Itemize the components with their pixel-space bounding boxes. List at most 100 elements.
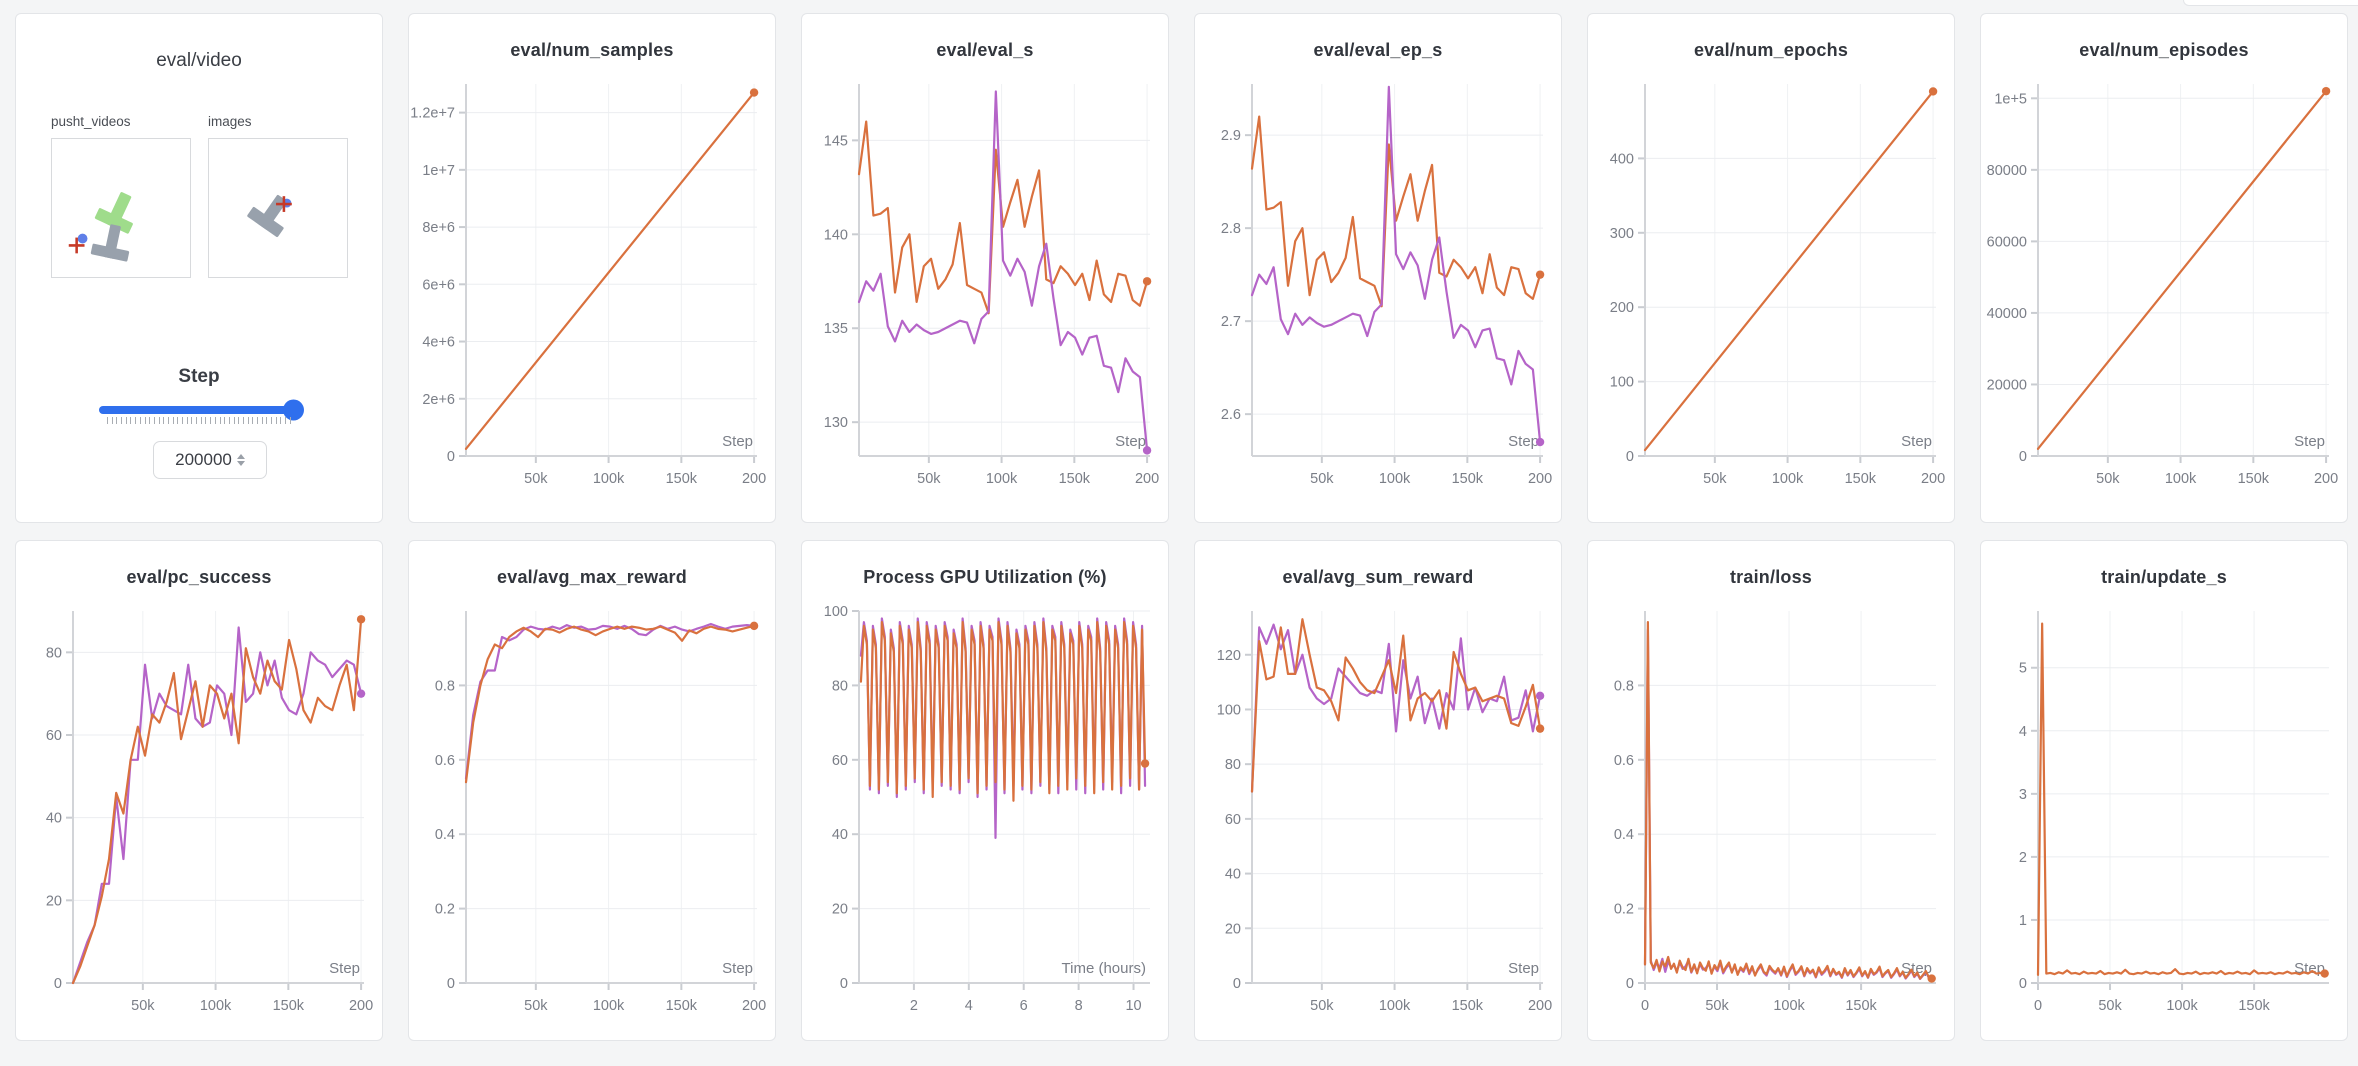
chart-canvas[interactable]: 50k 100k 150k 200 0 2e+6 4e+6 6e+6 8e+6 1e+7 1.2e+…	[409, 74, 775, 504]
chart-canvas[interactable]: 50k 100k 150k 200 0 0.2 0.4 0.6 0.8 Step	[409, 601, 775, 1031]
panel-eval-pc-success: eval/pc_success 50k 100k 150k 200 0 20 40 60 80 S…	[15, 540, 383, 1041]
chart-canvas[interactable]: 50k 100k 150k 200 130 135 140 145 Step	[802, 74, 1168, 504]
svg-text:200: 200	[349, 998, 373, 1014]
gray-t-shape	[90, 224, 130, 262]
svg-text:Step: Step	[2294, 433, 2325, 450]
svg-text:150k: 150k	[1452, 998, 1484, 1014]
chart-title: eval/eval_s	[936, 40, 1034, 60]
svg-text:40000: 40000	[1987, 306, 2027, 322]
chart-title: eval/pc_success	[126, 567, 272, 587]
chart-title: eval/num_epochs	[1693, 40, 1849, 60]
svg-text:50k: 50k	[1310, 998, 1334, 1014]
svg-text:5: 5	[2019, 661, 2027, 677]
svg-text:80: 80	[1225, 757, 1241, 773]
goal-cross-icon	[276, 196, 292, 212]
svg-text:0: 0	[54, 976, 62, 992]
svg-text:Step: Step	[329, 960, 360, 977]
video-panel-title: eval/video	[156, 50, 242, 71]
panel-eval-num-episodes: eval/num_episodes 50k 100k 150k 200 0 20000 40…	[1980, 13, 2348, 523]
svg-text:300: 300	[1610, 226, 1634, 242]
svg-text:4: 4	[2019, 724, 2027, 740]
svg-text:60: 60	[1225, 812, 1241, 828]
chart-title: Process GPU Utilization (%)	[863, 567, 1107, 587]
svg-text:50k: 50k	[1705, 998, 1729, 1014]
dashboard-grid: eval/video pusht_videos images	[15, 13, 2348, 1041]
panel-eval-video: eval/video pusht_videos images	[15, 13, 383, 523]
svg-text:140: 140	[824, 227, 848, 243]
svg-text:50k: 50k	[917, 471, 941, 487]
svg-text:80: 80	[46, 645, 62, 661]
svg-text:20: 20	[1225, 921, 1241, 937]
chart-canvas[interactable]: 50k 100k 150k 200 0 20000 40000 60000 80000 1e+5 S…	[1981, 74, 2347, 504]
panel-eval-num-samples: eval/num_samples 50k 100k 150k 200 0 2e+6 4e+6…	[408, 13, 776, 523]
svg-text:40: 40	[832, 827, 848, 843]
step-slider-label: Step	[178, 366, 220, 387]
chart-canvas[interactable]: 50k 100k 150k 200 0 20 40 60 80 100 120 Step	[1195, 601, 1561, 1031]
chart-title: eval/avg_max_reward	[497, 567, 687, 587]
svg-text:2: 2	[910, 998, 918, 1014]
svg-text:1: 1	[2019, 913, 2027, 929]
svg-text:150k: 150k	[273, 998, 305, 1014]
svg-text:200: 200	[742, 471, 766, 487]
svg-text:1.2e+7: 1.2e+7	[410, 106, 455, 122]
svg-text:0: 0	[1626, 976, 1634, 992]
svg-text:1e+7: 1e+7	[422, 163, 455, 179]
svg-text:100: 100	[1217, 702, 1241, 718]
svg-text:0: 0	[1233, 976, 1241, 992]
svg-text:120: 120	[1217, 648, 1241, 664]
stepper-arrows-icon[interactable]	[236, 454, 245, 466]
step-slider[interactable]	[99, 399, 304, 421]
partial-panel-edge	[2183, 0, 2358, 6]
step-slider-thumb[interactable]	[283, 399, 304, 421]
svg-text:200: 200	[1528, 471, 1552, 487]
images-thumbnail[interactable]	[208, 138, 348, 278]
svg-text:8: 8	[1075, 998, 1083, 1014]
svg-text:150k: 150k	[1452, 471, 1484, 487]
svg-text:150k: 150k	[1845, 471, 1877, 487]
chart-canvas[interactable]: 50k 100k 150k 200 0 100 200 300 400 Step	[1588, 74, 1954, 504]
svg-text:Step: Step	[1901, 433, 1932, 450]
svg-text:200: 200	[1528, 998, 1552, 1014]
svg-text:200: 200	[1135, 471, 1159, 487]
svg-text:1e+5: 1e+5	[1994, 91, 2027, 107]
svg-text:150k: 150k	[1845, 998, 1877, 1014]
svg-text:80: 80	[832, 678, 848, 694]
step-number-input[interactable]: 200000	[153, 441, 267, 479]
pusht-video-thumbnail[interactable]	[51, 138, 191, 278]
svg-text:Step: Step	[1508, 960, 1539, 977]
svg-text:0.2: 0.2	[1614, 902, 1634, 918]
svg-text:60: 60	[832, 753, 848, 769]
agent-dot	[77, 233, 88, 244]
svg-text:150k: 150k	[666, 998, 698, 1014]
chart-canvas[interactable]: 50k 100k 150k 200 2.6 2.7 2.8 2.9 Step	[1195, 74, 1561, 504]
svg-text:2: 2	[2019, 850, 2027, 866]
svg-text:0.8: 0.8	[435, 678, 455, 694]
svg-text:0.4: 0.4	[435, 827, 455, 843]
svg-text:100k: 100k	[986, 471, 1018, 487]
panel-eval-eval-ep-s: eval/eval_ep_s 50k 100k 150k 200 2.6 2.7 2.8 2.…	[1194, 13, 1562, 523]
svg-text:0: 0	[2034, 998, 2042, 1014]
svg-text:100k: 100k	[2165, 471, 2197, 487]
svg-text:3: 3	[2019, 787, 2027, 803]
svg-text:8e+6: 8e+6	[422, 220, 455, 236]
svg-text:2.8: 2.8	[1221, 221, 1241, 237]
svg-text:135: 135	[824, 321, 848, 337]
svg-text:2.9: 2.9	[1221, 128, 1241, 144]
svg-text:150k: 150k	[2238, 998, 2270, 1014]
svg-text:400: 400	[1610, 151, 1634, 167]
svg-text:6: 6	[1020, 998, 1028, 1014]
step-value: 200000	[175, 450, 232, 469]
svg-text:2e+6: 2e+6	[422, 392, 455, 408]
chart-title: eval/num_episodes	[2079, 40, 2249, 60]
chart-canvas[interactable]: 50k 100k 150k 200 0 20 40 60 80 Step	[16, 601, 382, 1031]
svg-text:100k: 100k	[1379, 998, 1411, 1014]
panel-eval-avg-sum-reward: eval/avg_sum_reward 50k 100k 150k 200 0 20 40 6…	[1194, 540, 1562, 1041]
green-t-shape	[94, 192, 133, 234]
svg-text:20: 20	[832, 902, 848, 918]
svg-text:100k: 100k	[200, 998, 232, 1014]
svg-text:50k: 50k	[1310, 471, 1334, 487]
svg-text:4e+6: 4e+6	[422, 335, 455, 351]
